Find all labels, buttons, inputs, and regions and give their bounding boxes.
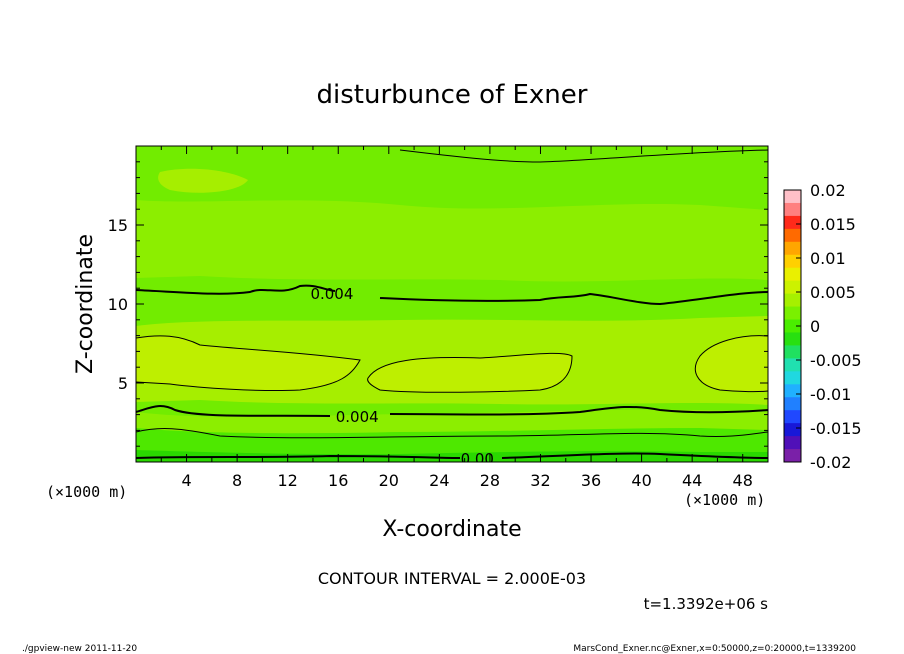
x-tick-label: 44 (682, 471, 702, 490)
colorbar-tick-label: 0.015 (810, 215, 856, 234)
colorbar-swatch (784, 215, 801, 230)
x-tick-label: 48 (733, 471, 753, 490)
contour-0.00 (136, 452, 768, 459)
x-tick-label: 20 (379, 471, 399, 490)
colorbar-tick-label: -0.02 (810, 453, 851, 472)
colorbar-swatch (784, 254, 801, 269)
contour-lines (136, 149, 768, 459)
colorbar-swatch (784, 423, 801, 437)
x-tick-label: 16 (328, 471, 348, 490)
colorbar-swatch (784, 449, 801, 463)
x-tick-label: 24 (429, 471, 449, 490)
colorbar-swatch (784, 228, 801, 243)
field-max-blob-center (367, 353, 572, 393)
colorbar-swatch (784, 241, 801, 256)
contour-low-1 (136, 428, 768, 439)
x-tick-label: 8 (232, 471, 242, 490)
colorbar-swatch (784, 280, 801, 295)
x-unit-right: (×1000 m) (684, 491, 765, 509)
colorbar-tick-label: 0.02 (810, 181, 846, 200)
y-axis-ticks: 5 10 15 (108, 161, 768, 447)
contour-0.004-upper (136, 284, 768, 306)
contour-max-left (136, 335, 361, 392)
colorbar-swatch (784, 358, 801, 372)
y-tick-label: 10 (108, 295, 128, 314)
contour-0.004-lower (136, 405, 768, 417)
x-tick-label: 4 (181, 471, 191, 490)
field-max-blob-left (136, 335, 360, 391)
colorbar-swatch (784, 293, 801, 308)
contour-label: 0.004 (310, 285, 353, 303)
colorbar-ticks: 0.02 0.015 0.01 0.005 0 -0.005 -0.01 -0.015 -0.0… (796, 181, 862, 472)
field-max-blob-right (695, 335, 768, 392)
contour-max-right (695, 335, 768, 393)
colorbar-swatch (784, 345, 801, 359)
colorbar-swatch (784, 397, 801, 411)
contour-label: 0.00 (461, 450, 494, 468)
colorbar-swatch (784, 332, 801, 346)
colorbar-tick-label: 0.01 (810, 249, 846, 268)
x-axis-label: X-coordinate (382, 517, 521, 542)
colorbar-swatch (784, 202, 801, 217)
footer-right: MarsCond_Exner.nc@Exner,x=0:50000,z=0:20… (573, 644, 856, 654)
colorbar-tick-label: -0.01 (810, 385, 851, 404)
y-tick-label: 15 (108, 216, 128, 235)
colorbar-tick-label: 0 (810, 317, 820, 336)
time-text: t=1.3392e+06 s (644, 595, 769, 613)
x-unit-left: (×1000 m) (46, 483, 127, 501)
chart-title: disturbunce of Exner (317, 80, 588, 110)
colorbar-swatch (784, 267, 801, 282)
plot-area: 0.004 0.004 0.00 (136, 146, 768, 468)
colorbar-swatch (784, 410, 801, 424)
colorbar-tick-label: -0.005 (810, 351, 862, 370)
contour-top (399, 149, 768, 163)
colorbar-swatch (784, 190, 801, 204)
x-tick-label: 32 (530, 471, 550, 490)
colorbar-swatch (784, 371, 801, 385)
x-axis-ticks: 4 8 12 16 20 24 28 32 36 40 44 48 (160, 146, 753, 490)
field-top-blob (158, 168, 248, 193)
contour-label-layer: 0.004 0.004 0.00 (310, 285, 494, 468)
colorbar-swatch (784, 319, 801, 333)
y-tick-label: 5 (118, 374, 128, 393)
contour-max-center (367, 352, 573, 393)
colorbar-tick-label: 0.005 (810, 283, 856, 302)
x-tick-label: 40 (631, 471, 651, 490)
contour-interval-text: CONTOUR INTERVAL = 2.000E-03 (318, 569, 586, 588)
colorbar-tick-label: -0.015 (810, 419, 862, 438)
x-tick-label: 12 (278, 471, 298, 490)
x-tick-label: 28 (480, 471, 500, 490)
y-axis-label: Z-coordinate (73, 234, 98, 374)
colorbar-swatch (784, 306, 801, 321)
x-tick-label: 36 (581, 471, 601, 490)
colorbar-swatch (784, 436, 801, 450)
footer-left: ./gpview-new 2011-11-20 (22, 644, 137, 654)
field-upper-band (136, 200, 768, 282)
contour-label: 0.004 (336, 408, 379, 426)
colorbar-swatch (784, 384, 801, 398)
